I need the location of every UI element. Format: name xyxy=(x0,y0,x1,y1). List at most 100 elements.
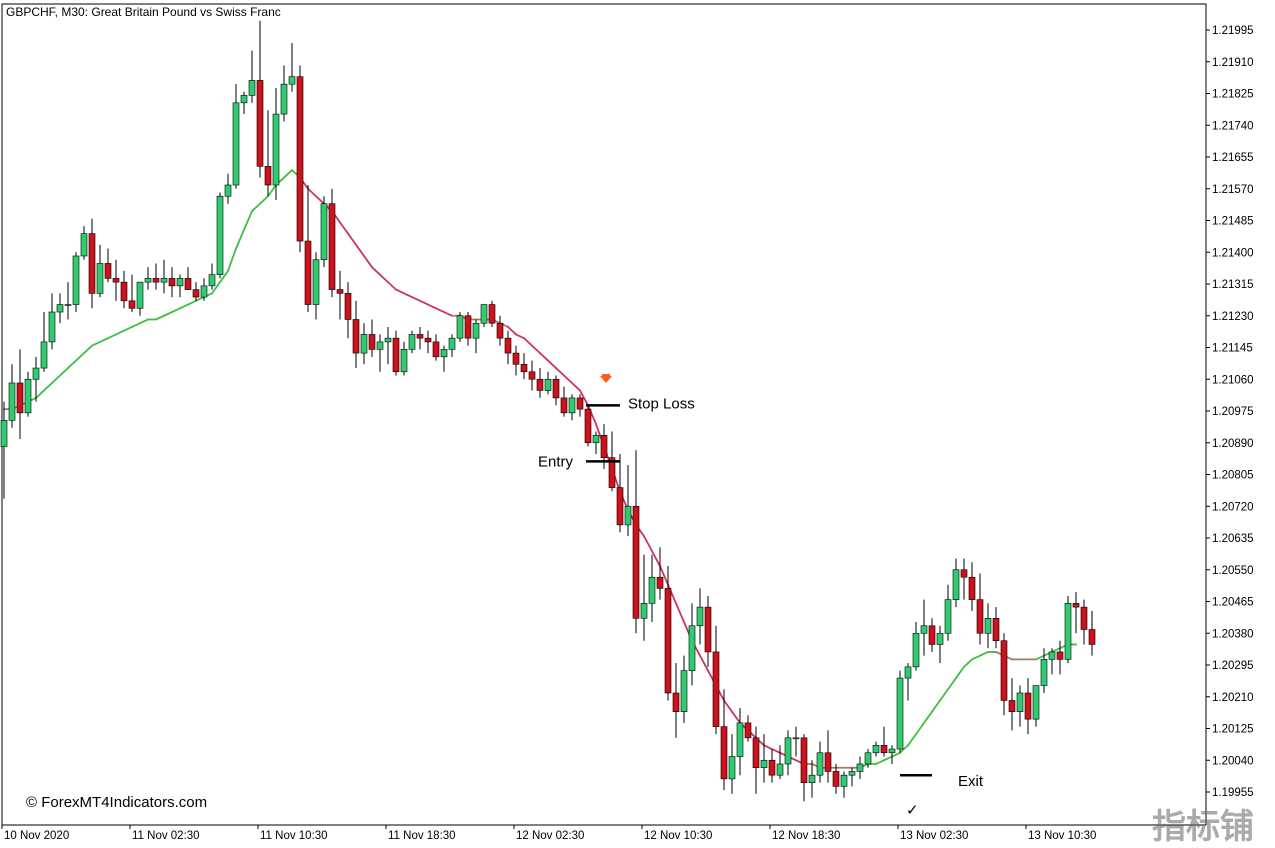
candle xyxy=(808,760,816,798)
candle-body-bear xyxy=(416,334,424,339)
candle xyxy=(944,584,952,641)
candle-body-bear xyxy=(672,692,680,712)
ma-segment xyxy=(259,195,269,205)
candle-body-bull xyxy=(952,569,960,600)
candle xyxy=(888,745,896,764)
ma-segment xyxy=(555,367,565,377)
ma-segment xyxy=(219,270,229,284)
candle-body-bull xyxy=(648,576,656,604)
candle-body-bear xyxy=(976,599,984,634)
candle-body-bear xyxy=(600,434,608,458)
candle xyxy=(952,558,960,608)
candle xyxy=(216,192,224,279)
candle-body-bear xyxy=(704,606,712,653)
candle-body-bull xyxy=(872,745,880,754)
ma-segment xyxy=(371,266,381,276)
candle xyxy=(440,345,448,372)
candle xyxy=(336,270,344,320)
ma-segment xyxy=(387,281,397,291)
ma-segment xyxy=(643,535,653,552)
candle xyxy=(208,263,216,290)
ma-segment xyxy=(771,748,781,754)
candle-body-bear xyxy=(152,278,160,283)
ma-segment xyxy=(923,710,933,724)
candle-body-bull xyxy=(816,752,824,776)
candle-body-bull xyxy=(776,763,784,776)
candle-body-bull xyxy=(472,322,480,339)
candle xyxy=(1032,685,1040,727)
candle xyxy=(1000,633,1008,716)
candle-body-bear xyxy=(768,759,776,776)
candle xyxy=(312,252,320,320)
candle-body-bull xyxy=(0,420,8,447)
candle xyxy=(752,726,760,794)
candle xyxy=(8,364,16,428)
candle xyxy=(232,84,240,189)
ma-segment xyxy=(403,292,413,298)
candle xyxy=(784,730,792,776)
x-tick-label: 13 Nov 10:30 xyxy=(1028,830,1096,842)
candle xyxy=(456,312,464,342)
candle xyxy=(976,573,984,645)
candle-body-bear xyxy=(560,397,568,414)
candle xyxy=(40,312,48,372)
ma-segment xyxy=(571,382,581,392)
candle-body-bear xyxy=(960,569,968,578)
candle-body-bear xyxy=(88,233,96,294)
ma-segment xyxy=(523,337,533,347)
candle-body-bear xyxy=(744,722,752,739)
candle xyxy=(984,603,992,649)
ma-segment xyxy=(907,733,917,747)
candle xyxy=(344,282,352,339)
ma-segment xyxy=(579,389,589,407)
y-tick-label: 1.21570 xyxy=(1212,184,1254,196)
candle xyxy=(392,330,400,376)
candle-body-bear xyxy=(928,625,936,645)
candle-body-bear xyxy=(992,618,1000,642)
candle xyxy=(936,625,944,664)
y-tick-label: 1.20975 xyxy=(1212,406,1254,418)
candle-body-bull xyxy=(408,334,416,350)
ma-segment xyxy=(435,307,445,313)
y-tick-label: 1.21655 xyxy=(1212,152,1254,164)
y-tick-label: 1.20465 xyxy=(1212,597,1254,609)
candle xyxy=(1056,640,1064,675)
y-tick-label: 1.20720 xyxy=(1212,501,1254,513)
candle xyxy=(816,741,824,783)
candle-body-bear xyxy=(432,341,440,358)
candle xyxy=(296,65,304,253)
ma-segment xyxy=(171,307,181,313)
exit-label: Exit xyxy=(958,773,984,790)
candle-body-bull xyxy=(944,599,952,634)
ma-segment xyxy=(339,221,349,235)
candle-body-bull xyxy=(56,304,64,313)
candle-body-bear xyxy=(168,278,176,287)
candle xyxy=(472,319,480,354)
candle xyxy=(416,326,424,350)
x-tick-label: 10 Nov 2020 xyxy=(4,830,69,842)
candle-body-bear xyxy=(328,203,336,290)
ma-segment xyxy=(563,374,573,384)
candle-body-bull xyxy=(736,722,744,757)
ma-segment xyxy=(283,169,293,179)
ma-segment xyxy=(763,744,773,750)
chart-title: GBPCHF, M30: Great Britain Pound vs Swis… xyxy=(6,5,281,19)
ma-segment xyxy=(507,326,517,336)
y-tick-label: 1.20550 xyxy=(1212,565,1254,577)
candle-body-bear xyxy=(424,337,432,343)
ma-segment xyxy=(347,232,357,246)
ma-segment xyxy=(955,665,965,679)
y-tick-label: 1.21145 xyxy=(1212,343,1253,355)
candle xyxy=(256,20,264,178)
sell-signal-arrow-icon xyxy=(600,374,612,383)
y-tick-label: 1.21995 xyxy=(1212,25,1254,37)
candle-body-bear xyxy=(496,322,504,339)
candle-body-bull xyxy=(376,341,384,350)
candle xyxy=(568,394,576,421)
candle xyxy=(528,360,536,391)
candle xyxy=(240,91,248,115)
ma-segment xyxy=(35,389,45,399)
candle xyxy=(64,282,72,320)
candle-body-bear xyxy=(296,76,304,242)
candle xyxy=(1072,592,1080,634)
